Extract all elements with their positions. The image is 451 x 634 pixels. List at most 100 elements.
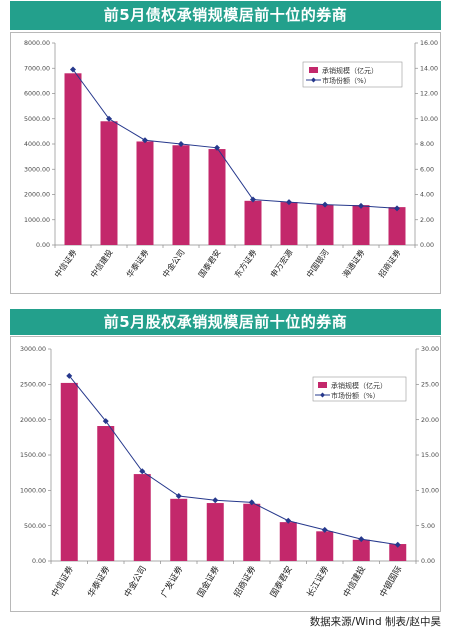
bar bbox=[389, 544, 407, 561]
category-label: 招商证券 bbox=[231, 563, 259, 599]
share-marker bbox=[322, 201, 328, 208]
plot-area: 0.00 500.00 1000.00 1500.00 2000.00 2500.00 30… bbox=[20, 346, 439, 599]
y2-tick-label: 12.00 bbox=[420, 91, 438, 98]
chart-title-banner: 前5月股权承销规模居前十位的券商 bbox=[10, 309, 441, 335]
share-marker bbox=[142, 137, 148, 144]
category-label: 国泰君安 bbox=[196, 247, 223, 279]
category-label: 长江证券 bbox=[304, 563, 332, 599]
y2-tick-label: 2.00 bbox=[420, 217, 434, 224]
y2-tick-label: 4.00 bbox=[420, 192, 434, 199]
category-label: 中信建投 bbox=[340, 563, 368, 599]
category-label: 中金公司 bbox=[160, 247, 187, 279]
y-tick-label: 3000.00 bbox=[20, 346, 46, 353]
legend-bar-swatch bbox=[318, 382, 327, 388]
bar bbox=[280, 202, 298, 245]
legend-box bbox=[312, 376, 407, 402]
share-marker bbox=[285, 517, 292, 524]
y-tick-label: 1500.00 bbox=[20, 452, 46, 459]
bar bbox=[279, 522, 297, 561]
share-line bbox=[72, 69, 398, 209]
y-tick-label: 500.00 bbox=[24, 523, 46, 530]
bar bbox=[316, 531, 334, 561]
share-marker bbox=[321, 526, 328, 533]
bar bbox=[244, 200, 262, 245]
legend: 承销规模（亿元） 市场份额（%） bbox=[302, 61, 403, 88]
legend-bar-swatch bbox=[309, 67, 318, 73]
category-label: 华泰证券 bbox=[85, 563, 113, 599]
bar bbox=[352, 539, 370, 561]
bond-underwriting-chart: 0.00 1000.00 2000.00 3000.00 4000.00 5000.00 6… bbox=[24, 40, 438, 279]
legend: 承销规模（亿元） 市场份额（%） bbox=[312, 376, 407, 402]
category-label: 中国银河 bbox=[304, 247, 331, 279]
share-line bbox=[68, 375, 398, 546]
category-label: 东方证券 bbox=[232, 247, 259, 279]
bar bbox=[170, 498, 188, 561]
bar bbox=[97, 426, 115, 561]
y2-tick-label: 16.00 bbox=[420, 40, 438, 47]
category-label: 中金公司 bbox=[121, 564, 149, 600]
share-marker bbox=[358, 536, 365, 543]
legend-line-label: 市场份额（%） bbox=[322, 76, 371, 85]
category-label: 中信建投 bbox=[88, 247, 115, 279]
y2-tick-label: 5.00 bbox=[421, 523, 435, 530]
category-label: 招商证券 bbox=[376, 247, 403, 279]
category-label: 海通证券 bbox=[340, 247, 367, 279]
y-tick-label: 1000.00 bbox=[20, 488, 46, 495]
y-tick-label: 4000.00 bbox=[24, 141, 50, 148]
y-tick-label: 5000.00 bbox=[24, 116, 50, 123]
bar bbox=[388, 207, 406, 245]
share-marker bbox=[214, 144, 220, 151]
bar bbox=[172, 145, 190, 245]
y-tick-label: 2000.00 bbox=[20, 417, 46, 424]
y2-tick-label: 0.00 bbox=[420, 242, 434, 249]
share-marker bbox=[286, 199, 292, 206]
category-label: 广发证券 bbox=[158, 563, 186, 599]
share-marker bbox=[394, 541, 401, 548]
legend-line-marker bbox=[311, 77, 316, 83]
share-marker bbox=[102, 418, 109, 425]
category-label: 国金证券 bbox=[194, 563, 222, 599]
y2-tick-label: 25.00 bbox=[421, 382, 439, 389]
bond-chart-panel: 0.00 1000.00 2000.00 3000.00 4000.00 5000.00 6… bbox=[10, 32, 441, 294]
share-marker bbox=[139, 468, 146, 475]
category-label: 中信证券 bbox=[48, 563, 76, 599]
category-label: 中银国际 bbox=[377, 563, 405, 599]
y-tick-label: 0.00 bbox=[32, 558, 46, 565]
chart-title-banner: 前5月债权承销规模居前十位的券商 bbox=[10, 1, 441, 30]
bar bbox=[136, 141, 154, 245]
legend-bar-label: 承销规模（亿元） bbox=[322, 66, 378, 75]
category-label: 华泰证券 bbox=[124, 247, 151, 279]
y-tick-label: 2000.00 bbox=[24, 192, 50, 199]
bar bbox=[316, 204, 334, 245]
y-tick-label: 2500.00 bbox=[20, 382, 46, 389]
bar bbox=[352, 205, 370, 245]
y2-tick-label: 20.00 bbox=[421, 417, 439, 424]
y2-tick-label: 30.00 bbox=[421, 346, 439, 353]
y2-tick-label: 10.00 bbox=[421, 488, 439, 495]
equity-chart-panel: 0.00 500.00 1000.00 1500.00 2000.00 2500.00 30… bbox=[10, 336, 441, 612]
share-marker bbox=[178, 141, 184, 147]
share-marker bbox=[66, 372, 73, 379]
bar bbox=[64, 73, 82, 245]
legend-box bbox=[302, 61, 403, 88]
data-source-credit: 数据来源/Wind 制表/赵中昊 bbox=[309, 616, 441, 628]
bar bbox=[208, 149, 226, 245]
category-label: 申万宏源 bbox=[268, 247, 295, 279]
category-label: 中信证券 bbox=[52, 247, 79, 279]
category-label: 国泰君安 bbox=[267, 563, 295, 599]
y2-tick-label: 14.00 bbox=[420, 65, 438, 72]
bar bbox=[206, 503, 224, 561]
y2-tick-label: 6.00 bbox=[420, 166, 434, 173]
y2-tick-label: 10.00 bbox=[420, 116, 438, 123]
bar bbox=[100, 121, 118, 245]
y2-tick-label: 8.00 bbox=[420, 141, 434, 148]
share-marker bbox=[70, 66, 76, 73]
share-marker bbox=[212, 497, 219, 504]
y-tick-label: 7000.00 bbox=[24, 65, 50, 72]
y-tick-label: 3000.00 bbox=[24, 166, 50, 173]
y2-tick-label: 15.00 bbox=[421, 452, 439, 459]
share-marker bbox=[250, 196, 256, 203]
legend-line-marker bbox=[320, 392, 325, 398]
bar bbox=[133, 474, 151, 561]
y2-tick-label: 0.00 bbox=[421, 558, 435, 565]
